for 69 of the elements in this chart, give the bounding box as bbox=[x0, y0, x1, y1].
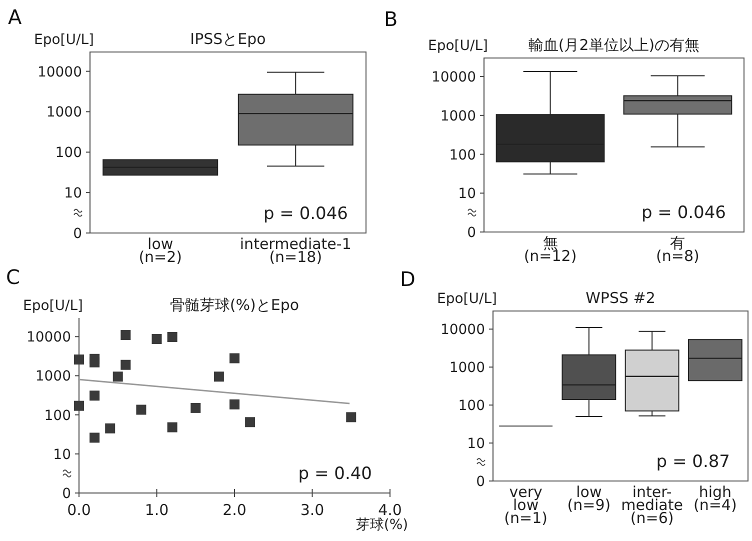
chart-title: 骨髄芽球(%)とEpo bbox=[170, 296, 300, 314]
y-tick-label: 1000 bbox=[449, 360, 485, 376]
point bbox=[230, 353, 240, 364]
annotation: p = 0.40 bbox=[298, 464, 372, 484]
x-tick-label: 有 (n=8) bbox=[656, 234, 700, 265]
chart-title: 輸血(月2単位以上)の有無 bbox=[528, 36, 700, 54]
x-tick-label: very low (n=1) bbox=[504, 483, 548, 527]
point bbox=[245, 417, 256, 428]
y-tick-label: 0 bbox=[73, 226, 82, 242]
annotation: p = 0.046 bbox=[641, 203, 726, 223]
text: C bbox=[6, 265, 20, 289]
y-tick-label: 100 bbox=[55, 145, 82, 162]
point bbox=[90, 432, 100, 443]
annotation: p = 0.87 bbox=[656, 452, 730, 472]
point bbox=[74, 354, 84, 365]
y-tick-label: 10000 bbox=[440, 322, 485, 338]
y-tick-label: 10 bbox=[458, 186, 476, 202]
y-tick-label: 10000 bbox=[431, 70, 476, 86]
y-tick-label: 100 bbox=[458, 398, 485, 414]
point bbox=[167, 422, 178, 432]
y-axis-title: Epo[U/L] bbox=[437, 291, 497, 307]
point bbox=[214, 372, 224, 382]
point bbox=[190, 402, 201, 413]
point bbox=[90, 357, 100, 368]
y-tick-label: 1000 bbox=[440, 108, 476, 124]
point bbox=[230, 399, 240, 410]
point bbox=[90, 390, 100, 401]
y-tick-label: 1000 bbox=[46, 104, 82, 121]
text: B bbox=[384, 7, 398, 31]
y-tick-label: 0 bbox=[467, 225, 476, 241]
x-tick-label: low (n=2) bbox=[138, 235, 182, 266]
x-tick-label: high (n=4) bbox=[694, 483, 737, 514]
x-axis-title: 芽球(%) bbox=[356, 517, 408, 533]
text: A bbox=[8, 5, 22, 29]
y-axis-title: Epo[U/L] bbox=[23, 298, 83, 314]
x-tick-label: intermediate-1 (n=18) bbox=[240, 235, 352, 266]
y-tick-label: 10 bbox=[64, 186, 82, 202]
point bbox=[346, 412, 356, 422]
x-tick-label: 4.0 bbox=[378, 501, 402, 519]
y-tick-label: 0 bbox=[476, 474, 485, 490]
x-tick-label: 1.0 bbox=[144, 501, 169, 519]
point bbox=[120, 330, 131, 340]
y-tick-label: 10 bbox=[467, 436, 485, 452]
annotation: p = 0.046 bbox=[263, 204, 348, 224]
point bbox=[105, 423, 116, 434]
y-axis-title: Epo[U/L] bbox=[34, 32, 94, 48]
x-tick-label: 0.0 bbox=[67, 501, 91, 519]
x-tick-label: 無 (n=12) bbox=[524, 234, 577, 265]
y-tick-label: 10000 bbox=[37, 64, 82, 80]
y-tick-label: 1000 bbox=[35, 368, 71, 385]
point bbox=[74, 400, 84, 411]
y-axis-title: Epo[U/L] bbox=[428, 38, 488, 54]
x-tick-label: 2.0 bbox=[222, 501, 246, 519]
point bbox=[167, 332, 178, 342]
y-tick-label: 0 bbox=[62, 486, 71, 502]
point bbox=[112, 372, 123, 382]
text: D bbox=[400, 267, 416, 291]
point bbox=[136, 404, 146, 415]
chart-title: IPSSとEpo bbox=[190, 30, 266, 48]
x-tick-label: low (n=9) bbox=[567, 483, 611, 514]
point bbox=[152, 334, 162, 344]
y-tick-label: 100 bbox=[449, 147, 476, 164]
point bbox=[120, 360, 131, 370]
y-tick-label: 100 bbox=[44, 408, 71, 424]
y-tick-label: 10 bbox=[53, 446, 71, 463]
chart-title: WPSS #2 bbox=[586, 289, 656, 307]
x-tick-label: inter- mediate (n=6) bbox=[621, 483, 683, 527]
y-tick-label: 10000 bbox=[26, 330, 71, 346]
x-tick-label: 3.0 bbox=[300, 501, 324, 519]
